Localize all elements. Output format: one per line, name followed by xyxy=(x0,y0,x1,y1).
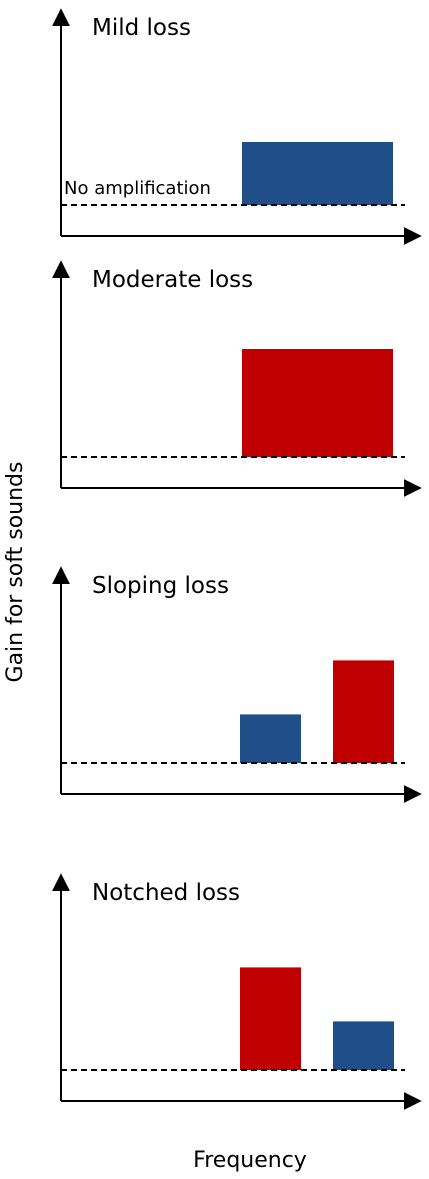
gain-bar-red xyxy=(333,660,394,763)
panels: Mild loss No amplification Moderate loss Sl… xyxy=(52,8,422,1110)
y-axis-label: Gain for soft sounds xyxy=(3,462,28,683)
gain-bar-red xyxy=(242,349,393,457)
panel-title: Moderate loss xyxy=(92,267,253,293)
gain-bar-blue xyxy=(333,1021,394,1070)
panel-title: Notched loss xyxy=(92,880,240,906)
x-axis-label: Frequency xyxy=(193,1148,307,1173)
no-amplification-label: No amplification xyxy=(64,178,211,199)
gain-bar-blue xyxy=(240,714,301,763)
panel: Notched loss xyxy=(52,873,422,1110)
panel-title: Mild loss xyxy=(92,15,191,41)
gain-bar-red xyxy=(240,967,301,1070)
panel: Moderate loss xyxy=(52,260,422,497)
gain-bar-blue xyxy=(242,142,393,205)
panel: Sloping loss xyxy=(52,566,422,803)
panel: Mild loss No amplification xyxy=(52,8,422,245)
panel-title: Sloping loss xyxy=(92,573,229,599)
